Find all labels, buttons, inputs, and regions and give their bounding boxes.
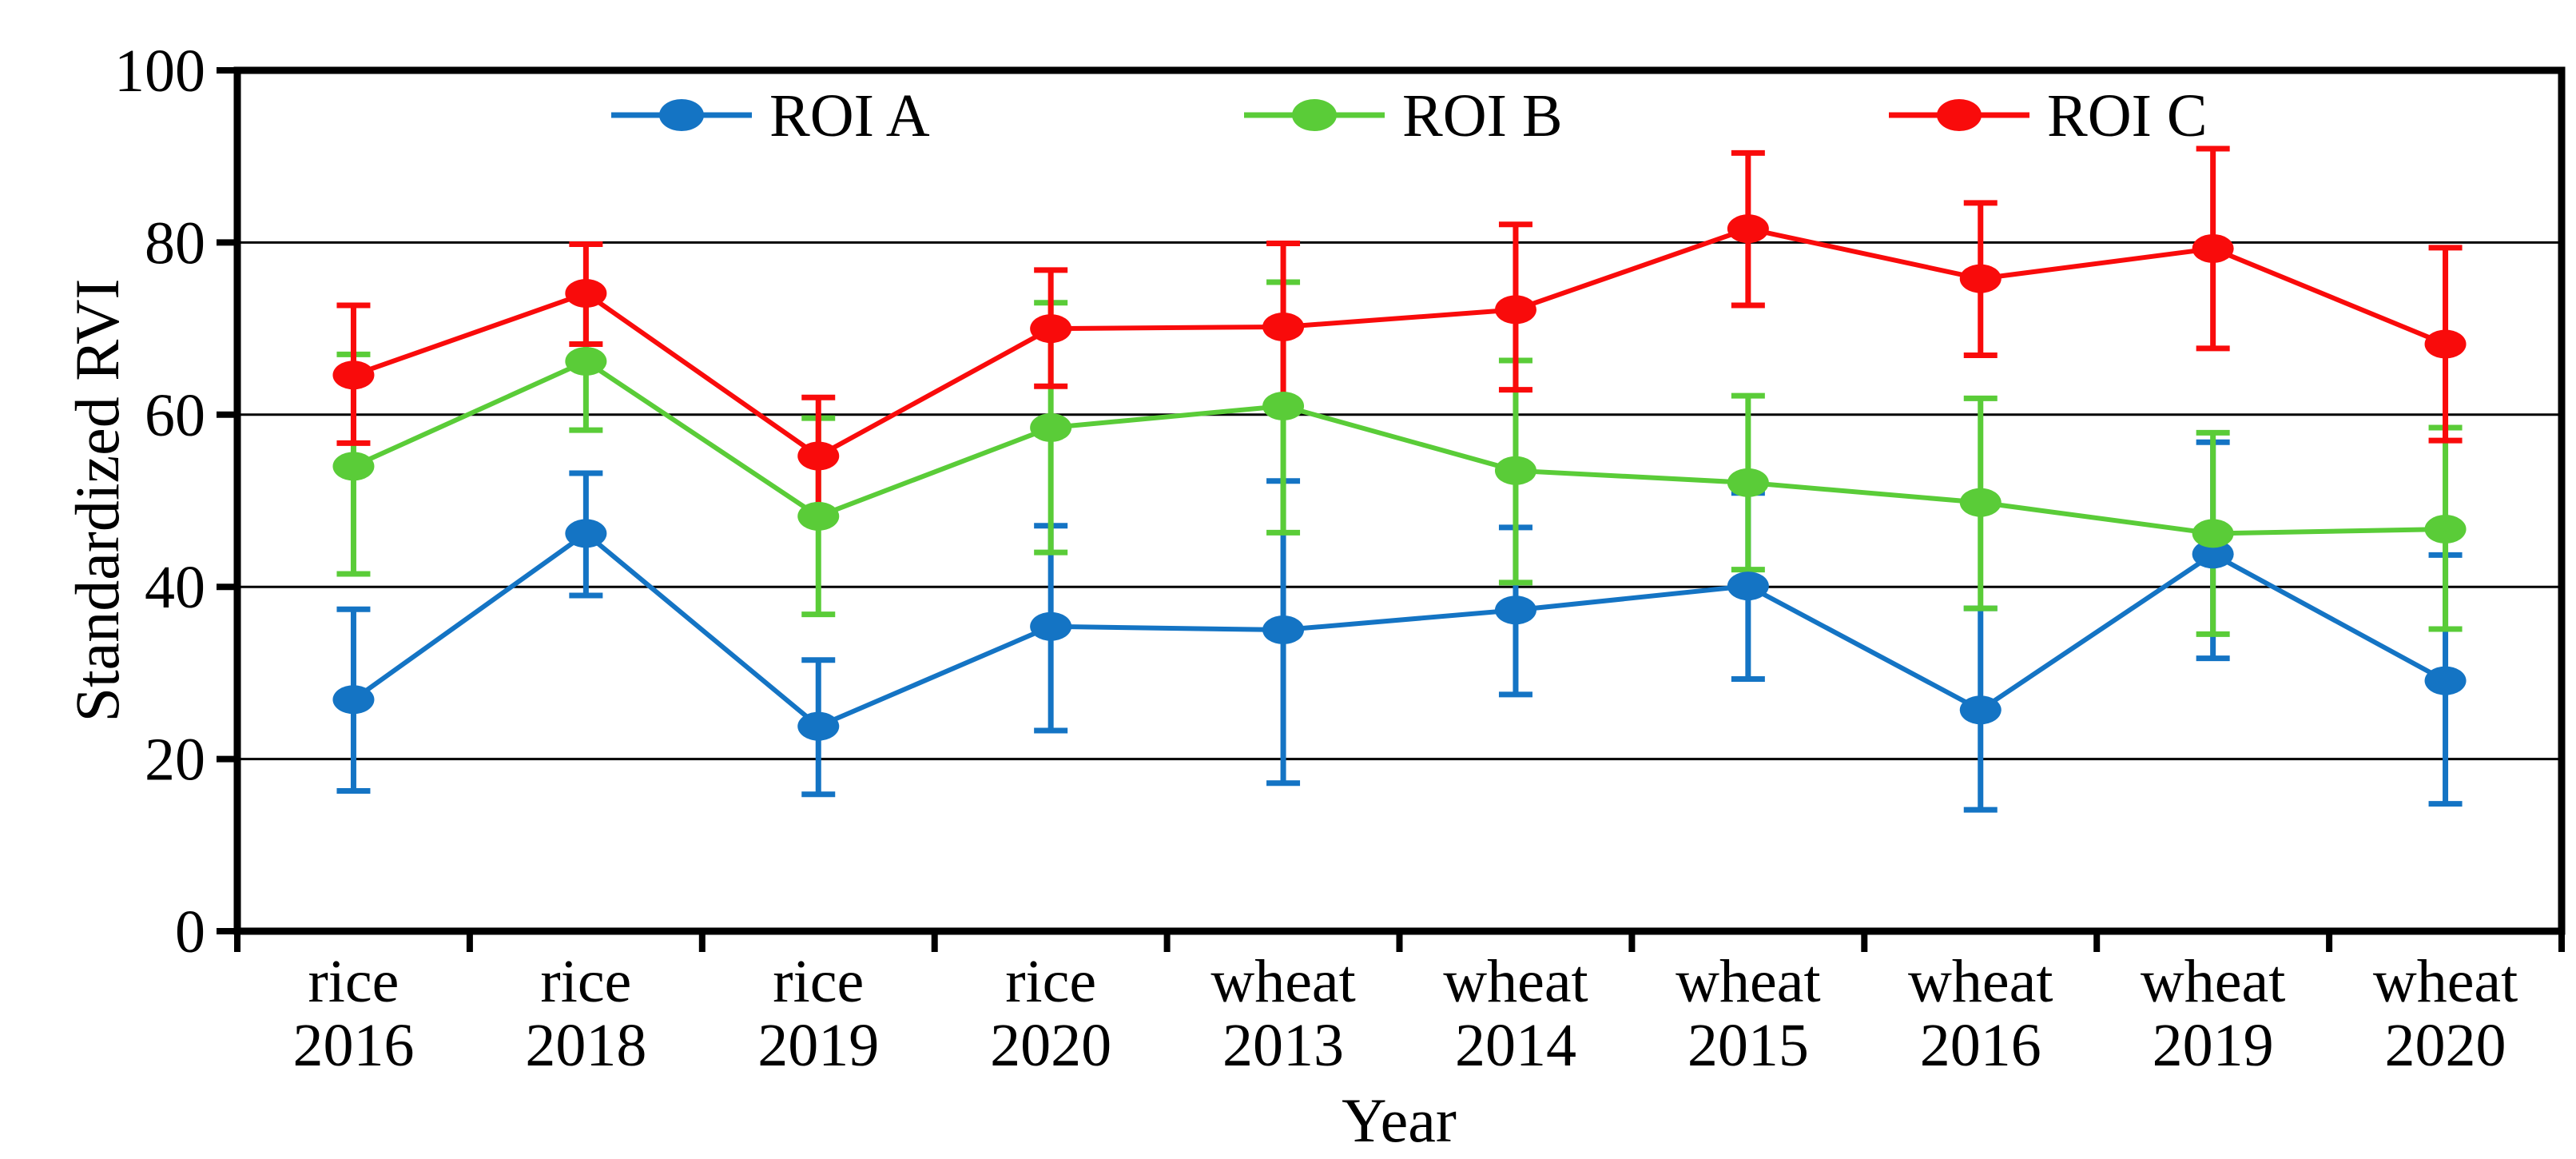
data-point-marker xyxy=(2424,329,2467,359)
data-point-marker xyxy=(1494,295,1536,325)
x-tick-label-crop: rice xyxy=(1005,948,1096,1015)
x-tick-label-year: 2020 xyxy=(990,1012,1111,1079)
legend-marker xyxy=(1937,99,1982,131)
x-tick-label-year: 2015 xyxy=(1688,1012,1809,1079)
x-tick-label-crop: wheat xyxy=(1210,948,1355,1015)
x-tick-label-crop: wheat xyxy=(1908,948,2053,1015)
data-point-marker xyxy=(565,278,607,308)
x-tick-label-year: 2019 xyxy=(757,1012,879,1079)
data-points-roi-c xyxy=(332,214,2467,471)
y-tick-label: 40 xyxy=(145,554,205,621)
y-tick-label: 0 xyxy=(175,898,205,966)
x-tick-label-year: 2020 xyxy=(2385,1012,2506,1079)
x-tick-label-crop: wheat xyxy=(1676,948,1820,1015)
x-tick-label-year: 2014 xyxy=(1455,1012,1576,1079)
data-point-marker xyxy=(797,441,840,471)
series-line-layer xyxy=(352,226,2447,729)
legend-item-roi-b: ROI B xyxy=(1244,82,1563,149)
y-tick-label: 60 xyxy=(145,382,205,449)
error-bars-roi-c xyxy=(336,145,2463,518)
legend-item-roi-a: ROI A xyxy=(611,82,930,149)
data-point-marker xyxy=(1494,456,1536,485)
x-tick-label-crop: rice xyxy=(308,948,400,1015)
y-axis-title: Standardized RVI xyxy=(62,279,132,723)
data-point-marker xyxy=(2192,233,2234,263)
error-bars-roi-a xyxy=(336,439,2463,813)
x-tick-label-crop: wheat xyxy=(1443,948,1588,1015)
data-point-marker xyxy=(1959,695,2002,725)
legend-label: ROI C xyxy=(2047,82,2208,149)
data-point-marker xyxy=(1494,595,1536,625)
data-point-marker xyxy=(1959,264,2002,293)
gridline-layer xyxy=(237,241,2562,761)
legend: ROI A ROI B ROI C xyxy=(611,82,2208,149)
x-tick-label-year: 2019 xyxy=(2153,1012,2274,1079)
y-tick-label: 20 xyxy=(145,727,205,794)
data-point-marker xyxy=(1727,572,1769,601)
data-point-marker xyxy=(1959,488,2002,517)
data-point-layer xyxy=(332,214,2467,741)
data-point-marker xyxy=(2192,540,2234,569)
data-point-marker xyxy=(332,685,375,715)
data-point-marker xyxy=(797,711,840,741)
error-bars-roi-b xyxy=(336,279,2463,637)
x-tick-label-year: 2013 xyxy=(1222,1012,1344,1079)
x-tick-label-crop: wheat xyxy=(2373,948,2518,1015)
y-tick-label: 80 xyxy=(145,209,205,277)
data-point-marker xyxy=(1262,615,1305,645)
series-line-roi-a xyxy=(352,531,2447,729)
series-line-roi-b xyxy=(352,359,2446,536)
legend-marker xyxy=(659,99,704,131)
data-point-marker xyxy=(332,360,375,390)
x-tick-label-year: 2018 xyxy=(525,1012,646,1079)
data-point-marker xyxy=(2424,515,2467,544)
data-point-marker xyxy=(1727,468,1769,497)
data-point-marker xyxy=(797,501,840,531)
data-point-marker xyxy=(1727,214,1769,244)
legend-label: ROI A xyxy=(769,82,930,149)
x-tick-label-crop: rice xyxy=(540,948,631,1015)
data-points-roi-b xyxy=(332,347,2467,548)
x-tick-label-year: 2016 xyxy=(1920,1012,2041,1079)
data-point-marker xyxy=(2192,519,2234,548)
data-point-marker xyxy=(332,452,375,481)
data-point-marker xyxy=(1030,412,1072,442)
data-point-marker xyxy=(1262,312,1305,341)
axis-layer xyxy=(217,66,2566,952)
legend-marker xyxy=(1292,99,1337,131)
y-tick-label: 100 xyxy=(114,38,205,105)
x-tick-label-crop: rice xyxy=(773,948,864,1015)
x-tick-label-crop: wheat xyxy=(2141,948,2285,1015)
data-point-marker xyxy=(1030,314,1072,344)
error-bar-layer xyxy=(336,145,2463,813)
data-point-marker xyxy=(565,347,607,376)
x-axis-title: Year xyxy=(1342,1085,1457,1155)
axis-label-layer: 020406080100rice2016rice2018rice2019rice… xyxy=(114,38,2518,1079)
legend-item-roi-c: ROI C xyxy=(1889,82,2208,149)
legend-label: ROI B xyxy=(1402,82,1563,149)
x-tick-label-year: 2016 xyxy=(292,1012,414,1079)
data-point-marker xyxy=(2424,666,2467,695)
data-point-marker xyxy=(565,519,607,548)
data-points-roi-a xyxy=(332,519,2467,741)
series-line-roi-c xyxy=(352,226,2447,459)
data-point-marker xyxy=(1262,392,1305,421)
data-point-marker xyxy=(1030,611,1072,641)
